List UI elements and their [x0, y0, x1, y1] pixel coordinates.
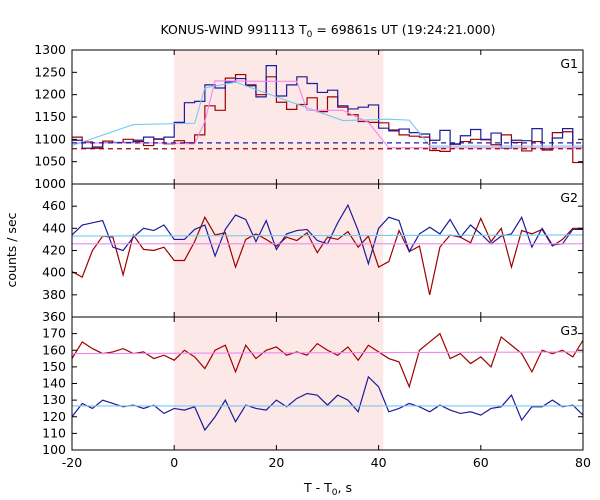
- x-axis-label-suffix: , s: [338, 480, 352, 495]
- y-tick-label: 110: [42, 425, 66, 440]
- x-tick-label: 40: [371, 455, 387, 470]
- x-tick-label: -20: [62, 455, 82, 470]
- panel-g2: 360 380 400 420 440 460 G2: [42, 183, 584, 324]
- panel-name-g2: G2: [560, 190, 578, 205]
- chart-title-subscript: 0: [307, 30, 313, 40]
- y-tick-label: 150: [42, 359, 66, 374]
- series-hard-g2: [72, 215, 583, 295]
- x-tick-label: 80: [575, 455, 591, 470]
- y-axis-label: counts / sec: [4, 212, 19, 287]
- shaded-interval-layer: [174, 50, 384, 450]
- chart-title-suffix: = 69861s UT (19:24:21.000): [312, 22, 495, 37]
- y-tick-label: 440: [42, 220, 66, 235]
- panels-layer: 1000 1050 1100 1150 1200 1250 1300 G1 360 380 400 4…: [34, 42, 584, 457]
- series-soft-model-g1: [72, 81, 583, 147]
- text-layer: KONUS-WIND 991113 T0 = 69861s UT (19:24:…: [4, 22, 591, 498]
- series-soft-model-g2: [72, 234, 583, 237]
- x-axis-label: T - T0, s: [303, 480, 352, 498]
- y-tick-label: 120: [42, 409, 66, 424]
- y-tick-label: 460: [42, 198, 66, 213]
- x-axis-label-prefix: T - T: [303, 480, 332, 495]
- chart-title-prefix: KONUS-WIND 991113 T: [160, 22, 306, 37]
- x-axis-label-subscript: 0: [332, 488, 338, 498]
- panel-series-group: [72, 203, 583, 295]
- x-tick-label: 20: [268, 455, 284, 470]
- y-tick-label: 160: [42, 342, 66, 357]
- y-tick-label: 140: [42, 376, 66, 391]
- y-tick-label: 1000: [34, 176, 66, 191]
- panel-series-group: [72, 65, 583, 164]
- chart-title: KONUS-WIND 991113 T0 = 69861s UT (19:24:…: [160, 22, 495, 40]
- series-soft-g1: [72, 65, 583, 150]
- shaded-burst-interval: [174, 50, 384, 450]
- y-tick-label: 380: [42, 287, 66, 302]
- y-tick-label: 170: [42, 326, 66, 341]
- panel-g1: 1000 1050 1100 1150 1200 1250 1300 G1: [34, 42, 584, 191]
- panel-name-g3: G3: [560, 323, 578, 338]
- series-hard-model-g3: [72, 351, 583, 355]
- y-tick-label: 360: [42, 309, 66, 324]
- x-tick-label: 60: [473, 455, 489, 470]
- x-tick-label: 0: [170, 455, 178, 470]
- y-tick-label: 1050: [34, 154, 66, 169]
- y-tick-label: 1150: [34, 109, 66, 124]
- y-tick-label: 420: [42, 243, 66, 258]
- y-tick-label: 400: [42, 265, 66, 280]
- y-tick-label: 130: [42, 392, 66, 407]
- y-tick-label: 100: [42, 442, 66, 457]
- y-tick-label: 1250: [34, 64, 66, 79]
- y-tick-label: 1300: [34, 42, 66, 57]
- series-hard-model-g1: [72, 80, 583, 149]
- panel-name-g1: G1: [560, 56, 578, 71]
- panel-series-group: [72, 332, 583, 432]
- series-hard-g3: [72, 332, 583, 389]
- y-tick-label: 1200: [34, 87, 66, 102]
- series-soft-g3: [72, 375, 583, 432]
- y-tick-label: 1100: [34, 131, 66, 146]
